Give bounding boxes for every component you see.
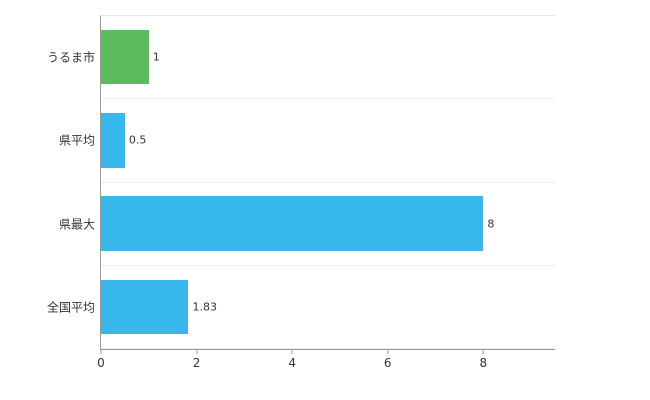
category-label: 全国平均	[46, 300, 95, 315]
bar-3	[101, 279, 189, 334]
chart-row: うるま市 1	[47, 16, 555, 100]
category-label: 県平均	[58, 133, 95, 148]
x-tick-mark	[387, 349, 389, 354]
x-tick-label: 4	[288, 356, 296, 370]
value-label: 0.5	[128, 133, 147, 147]
plot-area: うるま市 1 県平均 0.5 県最大 8 全国平均 1.83 0 2 4 6 8	[47, 15, 555, 370]
x-tick-mark	[100, 349, 102, 354]
x-tick-mark	[291, 349, 293, 354]
value-label: 1.83	[192, 300, 217, 314]
x-tick-label: 0	[97, 356, 105, 370]
chart-row: 全国平均 1.83	[47, 266, 555, 349]
value-label: 1	[152, 50, 160, 64]
bar-0	[101, 29, 149, 85]
x-tick-mark	[196, 349, 198, 354]
bar-2	[101, 196, 484, 251]
chart-row: 県最大 8	[59, 183, 555, 266]
chart-row: 県平均 0.5	[59, 99, 555, 183]
category-label: うるま市	[46, 50, 95, 65]
x-tick-label: 2	[192, 356, 201, 370]
x-tick-label: 8	[479, 356, 488, 370]
x-tick-mark	[482, 349, 484, 354]
value-label: 8	[487, 217, 495, 231]
category-label: 県最大	[58, 217, 95, 232]
bar-1	[101, 113, 125, 168]
x-tick-label: 6	[383, 356, 392, 370]
